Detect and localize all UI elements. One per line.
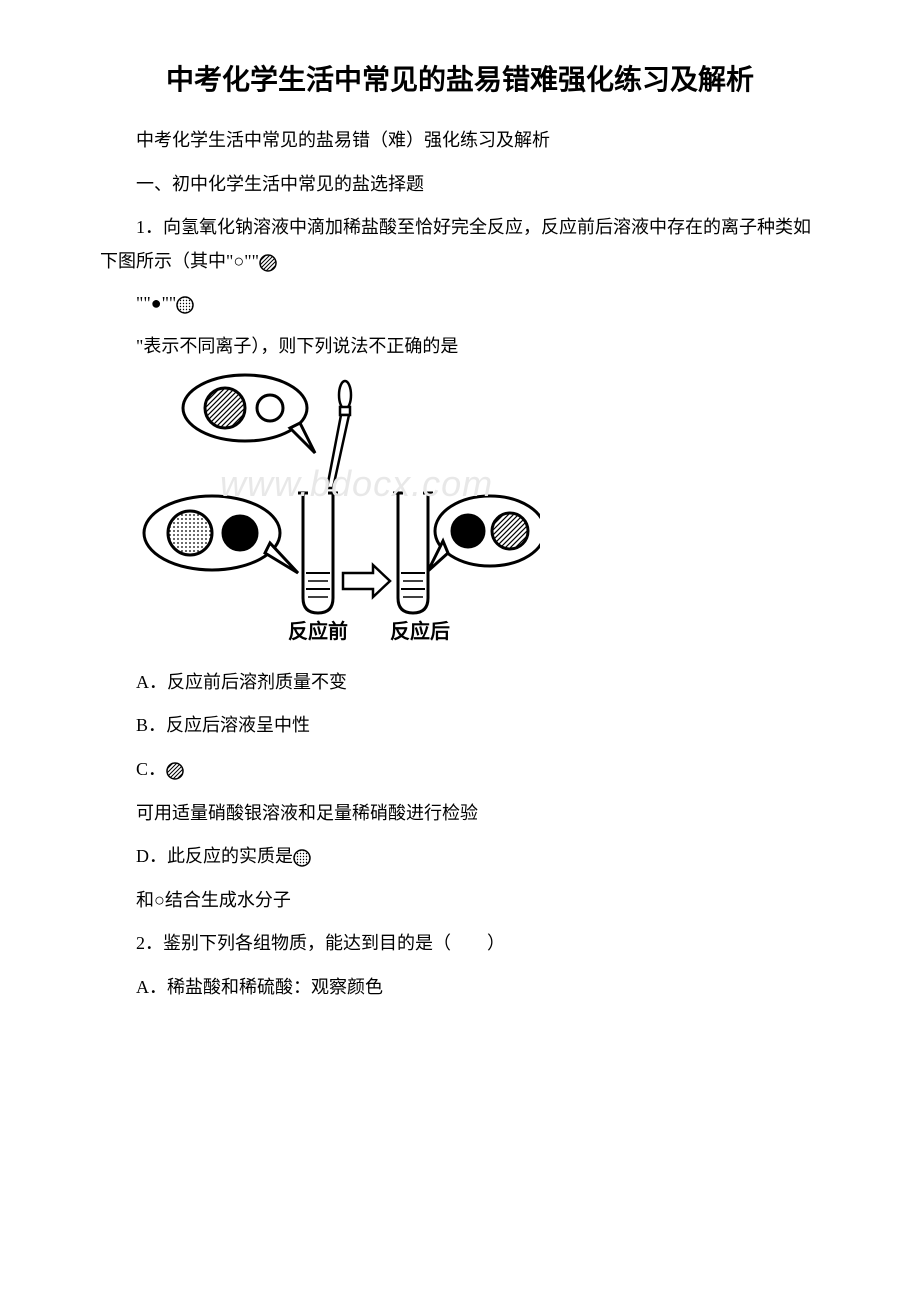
q1-option-b: B．反应后溶液呈中性	[100, 706, 820, 746]
q1-stem-part2: ""●""	[100, 286, 820, 320]
after-bubble	[428, 496, 540, 571]
q2-option-a: A．稀盐酸和稀硫酸：观察颜色	[100, 968, 820, 1008]
label-before: 反应前	[288, 619, 348, 643]
dropper-icon	[327, 381, 351, 488]
q2-stem: 2．鉴别下列各组物质，能达到目的是（ ）	[100, 924, 820, 964]
hatched-circle-icon	[259, 254, 277, 272]
q1-option-a: A．反应前后溶剂质量不变	[100, 663, 820, 703]
left-test-tube-icon	[298, 493, 338, 613]
dotted-circle-icon	[293, 849, 311, 867]
q1-option-d-prefix: D．此反应的实质是	[100, 837, 820, 877]
q1-stem-part1: 1．向氢氧化钠溶液中滴加稀盐酸至恰好完全反应，反应前后溶液中存在的离子种类如下图…	[100, 210, 820, 278]
q1-stem-part3: "表示不同离子），则下列说法不正确的是	[100, 329, 820, 363]
q1-option-d-suffix: 和○结合生成水分子	[100, 881, 820, 921]
document-title: 中考化学生活中常见的盐易错难强化练习及解析	[100, 60, 820, 102]
before-bubble	[144, 496, 298, 573]
arrow-icon	[343, 565, 390, 597]
reaction-diagram: www.bdocx.com	[140, 373, 820, 653]
q1-option-c-prefix: C．	[100, 750, 820, 790]
q1-option-c-text: 可用适量硝酸银溶液和足量稀硝酸进行检验	[100, 794, 820, 834]
dropper-bubble	[183, 375, 315, 453]
section-heading: 一、初中化学生活中常见的盐选择题	[100, 166, 820, 202]
document-subtitle: 中考化学生活中常见的盐易错（难）强化练习及解析	[100, 122, 820, 158]
hatched-circle-icon	[166, 762, 184, 780]
right-test-tube-icon	[393, 493, 433, 613]
label-after: 反应后	[390, 619, 450, 643]
dotted-circle-icon	[176, 296, 194, 314]
reaction-diagram-svg: 反应前 反应后	[140, 373, 540, 648]
